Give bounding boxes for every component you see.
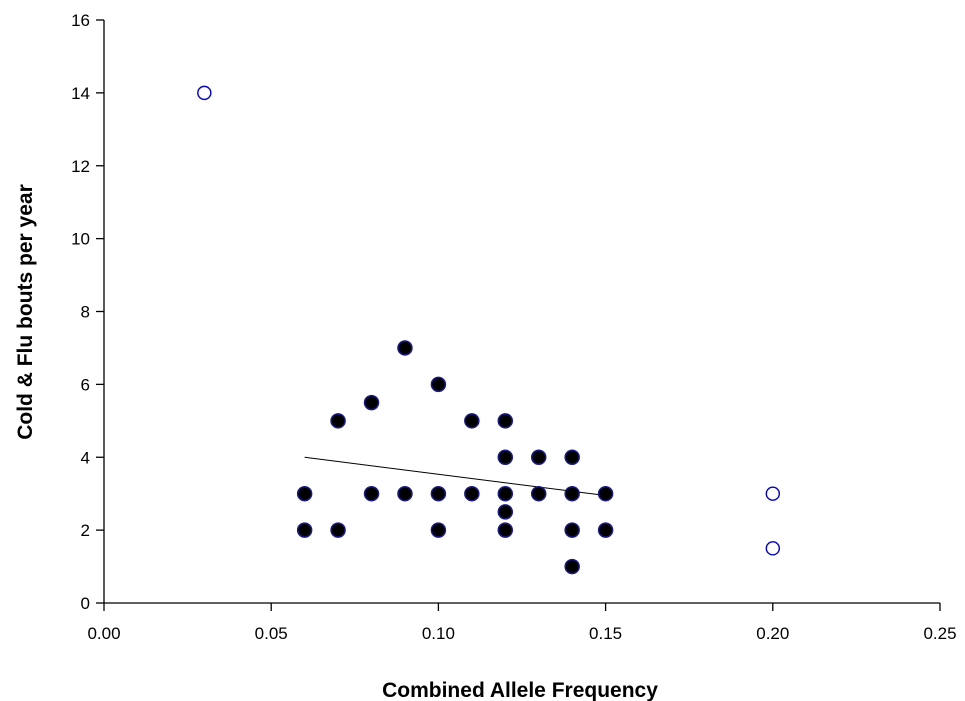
x-tick-label: 0.15 [589,624,622,643]
y-axis-title: Cold & Flu bouts per year [14,184,37,440]
x-tick-label: 0.05 [255,624,288,643]
data-points [197,85,780,575]
axes: 0 2 4 6 8 10 12 14 16 0.00 0.05 0.10 0.15 0.20 0.25 [71,11,956,643]
data-point-filled [497,522,514,538]
data-point-filled [564,522,580,538]
data-point-filled [564,558,580,575]
data-point-filled [530,449,547,465]
data-point-filled [564,449,580,465]
trend-line [304,456,606,497]
y-tick-label: 0 [81,594,90,613]
y-tick-label: 6 [81,375,90,394]
data-point-filled [430,376,447,393]
trend-line-group [304,456,606,497]
data-point-filled [597,522,614,538]
data-point-filled [564,485,580,502]
x-tick-label: 0.25 [923,624,956,643]
data-point-filled [296,522,313,538]
data-point-open [765,486,780,501]
data-point-open [197,85,212,101]
x-tick-label: 0.10 [422,624,455,643]
y-tick-label: 16 [71,11,90,30]
data-point-filled [497,449,514,465]
y-tick-label: 2 [81,521,90,540]
data-point-filled [497,485,514,502]
data-point-filled [530,485,547,502]
y-tick-label: 8 [81,303,90,322]
data-point-filled [296,485,313,502]
data-point-filled [430,522,447,538]
data-point-filled [464,413,480,429]
data-point-filled [497,504,514,520]
data-point-filled [363,485,380,502]
data-point-filled [397,340,413,356]
data-point-filled [597,485,614,502]
data-point-filled [397,485,413,502]
data-point-filled [330,413,346,429]
data-point-filled [497,413,514,429]
data-point-filled [330,522,346,538]
x-axis-title: Combined Allele Frequency [382,679,658,701]
data-point-open [765,541,780,556]
y-tick-label: 12 [71,157,90,176]
y-tick-label: 10 [71,230,90,249]
y-tick-label: 4 [81,448,90,467]
data-point-filled [430,485,447,502]
y-tick-label: 14 [71,84,90,103]
x-tick-label: 0.00 [87,624,120,643]
x-tick-label: 0.20 [756,624,789,643]
data-point-filled [464,485,480,502]
data-point-filled [363,394,380,411]
